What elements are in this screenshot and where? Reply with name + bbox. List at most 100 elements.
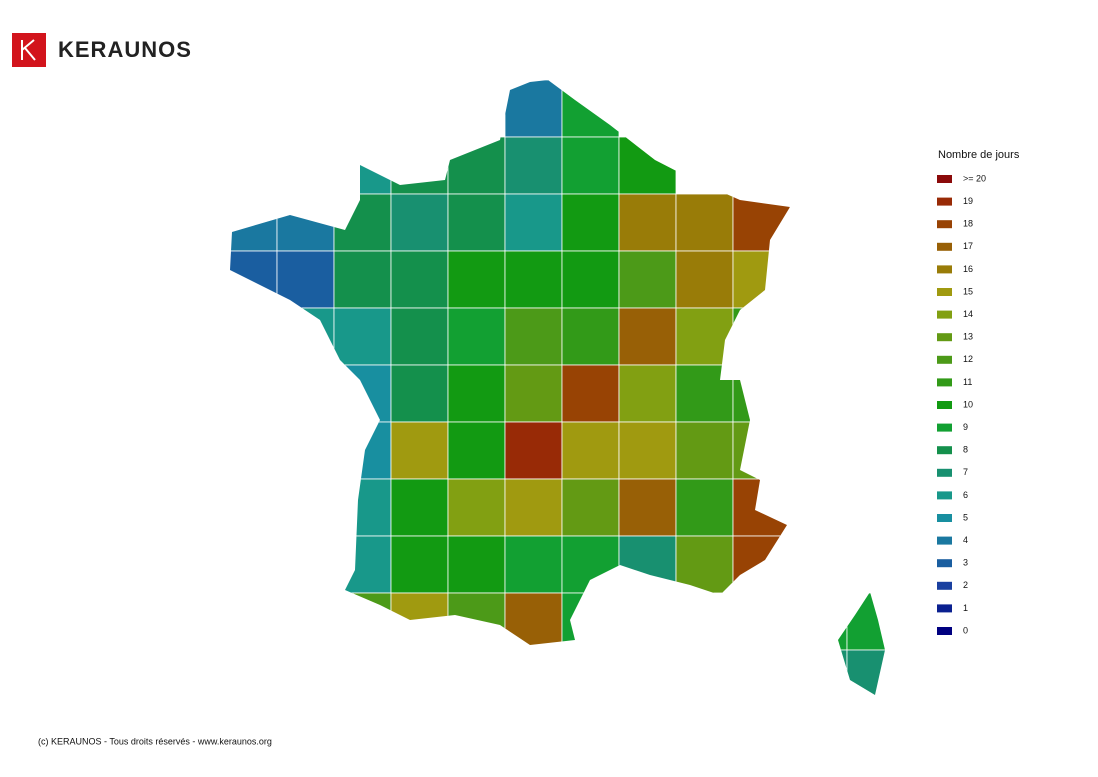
zone xyxy=(561,364,620,423)
legend-label: 2 xyxy=(963,580,968,590)
legend-label: 15 xyxy=(963,286,973,296)
zone xyxy=(504,478,563,537)
legend-swatch xyxy=(937,536,952,545)
zone xyxy=(333,136,392,195)
legend-label: 7 xyxy=(963,467,968,477)
legend-swatch xyxy=(937,288,952,296)
brand: KERAUNOS xyxy=(58,37,192,62)
zone xyxy=(732,250,791,309)
zone xyxy=(561,307,620,366)
zone xyxy=(561,478,620,537)
legend-label: 16 xyxy=(963,264,973,274)
legend-swatch xyxy=(937,197,952,206)
legend-label: 12 xyxy=(963,354,973,364)
zone xyxy=(732,421,791,480)
legend-swatch xyxy=(937,559,952,568)
zone xyxy=(504,193,563,252)
zone xyxy=(504,535,563,594)
zone xyxy=(675,421,734,480)
zone xyxy=(561,592,620,651)
zone xyxy=(675,478,734,537)
legend-swatch xyxy=(937,627,952,635)
legend-swatch xyxy=(937,423,952,432)
zone xyxy=(447,193,506,252)
legend-swatch xyxy=(937,220,952,229)
zone xyxy=(447,136,506,195)
legend-swatch xyxy=(937,581,952,590)
zone xyxy=(390,535,449,594)
legend-swatch xyxy=(937,333,952,342)
legend-swatch xyxy=(937,265,952,274)
zone xyxy=(561,250,620,309)
zone xyxy=(561,80,620,138)
zone xyxy=(390,193,449,252)
legend-swatch xyxy=(937,242,952,251)
zone xyxy=(333,193,392,252)
zone xyxy=(675,535,734,594)
zone xyxy=(732,307,791,366)
zone xyxy=(333,478,392,537)
zone xyxy=(675,307,734,366)
zone xyxy=(447,421,506,480)
zone xyxy=(333,421,392,480)
legend-title: Nombre de jours xyxy=(938,149,1020,161)
legend-swatch xyxy=(937,491,952,500)
zone xyxy=(504,250,563,309)
legend-label: >= 20 xyxy=(963,173,986,183)
zone xyxy=(390,421,449,480)
legend-label: 0 xyxy=(963,625,968,635)
legend-swatch xyxy=(937,604,952,613)
legend-label: 19 xyxy=(963,196,973,206)
zone xyxy=(846,649,885,695)
zone xyxy=(504,80,563,138)
zone xyxy=(390,364,449,423)
legend-swatch xyxy=(937,401,952,409)
zone xyxy=(390,478,449,537)
zone xyxy=(561,193,620,252)
legend-swatch xyxy=(937,175,952,183)
legend-label: 6 xyxy=(963,490,968,500)
zone xyxy=(732,364,791,423)
zone xyxy=(447,592,506,651)
zone xyxy=(618,250,677,309)
zone xyxy=(561,421,620,480)
legend-label: 1 xyxy=(963,603,968,613)
logo-mark xyxy=(12,33,46,67)
legend-swatch xyxy=(937,378,952,387)
map xyxy=(230,80,885,695)
legend-label: 4 xyxy=(963,535,968,545)
zone xyxy=(447,307,506,366)
legend-label: 11 xyxy=(963,377,972,387)
zone xyxy=(333,535,392,594)
legend-label: 14 xyxy=(963,309,973,319)
zone xyxy=(333,364,392,423)
logo-glyph xyxy=(21,39,36,61)
legend-swatch xyxy=(937,355,952,364)
zone xyxy=(618,307,677,366)
zone xyxy=(333,250,392,309)
zone xyxy=(846,592,885,651)
legend-label: 5 xyxy=(963,512,968,522)
zone xyxy=(230,250,278,309)
zone xyxy=(618,193,677,252)
zone xyxy=(447,364,506,423)
zone xyxy=(504,136,563,195)
legend-swatch xyxy=(937,310,952,319)
zone xyxy=(561,136,620,195)
zone xyxy=(675,193,734,252)
zone xyxy=(504,307,563,366)
zone xyxy=(447,250,506,309)
zone xyxy=(789,592,848,651)
legend-label: 8 xyxy=(963,445,968,455)
zone xyxy=(333,592,392,651)
zone xyxy=(675,364,734,423)
zone xyxy=(732,193,791,252)
legend-label: 3 xyxy=(963,558,968,568)
zone xyxy=(618,421,677,480)
footer: (c) KERAUNOS - Tous droits réservés - ww… xyxy=(38,736,272,746)
legend-swatch xyxy=(937,514,952,522)
zone xyxy=(789,649,848,695)
